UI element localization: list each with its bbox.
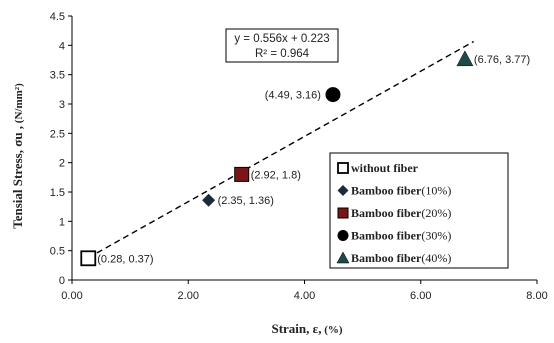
legend-entry-1: without fiber (351, 161, 419, 175)
legend-entry-percent: (20%) (421, 206, 451, 220)
y-tick-label: 4.5 (50, 11, 65, 23)
data-point-4 (325, 87, 341, 103)
x-tick-label: 2.00 (178, 290, 199, 302)
x-axis-title-main: Strain, ε, (271, 321, 321, 336)
data-points (80, 50, 474, 267)
y-tick-label: 0.5 (50, 246, 65, 258)
data-label-5: (6.76, 3.77) (474, 54, 530, 66)
trendline (87, 40, 474, 259)
y-tick-label: 3.5 (50, 70, 65, 82)
legend-entry-name: without fiber (351, 161, 419, 175)
x-tick-label: 6.00 (410, 290, 431, 302)
legend-entry-name: Bamboo fiber (351, 184, 422, 198)
y-tick-label: 1.5 (50, 187, 65, 199)
trendline-layer (87, 40, 474, 259)
data-label-4: (4.49, 3.16) (265, 90, 321, 102)
legend-marker-2 (337, 185, 349, 196)
data-point-3 (234, 166, 250, 182)
x-tick-label: 0.00 (61, 290, 82, 302)
trendline-r2: R² = 0.964 (255, 48, 310, 60)
tick-labels: 0 0.5 1 1.5 2 2.5 3 3.5 4 4.5 0.00 2.00 4.00 6.00 8.00 (50, 11, 548, 302)
legend-marker-3 (337, 207, 349, 219)
y-axis-title-main: Tensial Stress, σu , (10, 126, 25, 229)
legend-entry-2: Bamboo fiber(10%) (351, 184, 451, 198)
x-tick-label: 4.00 (294, 290, 315, 302)
legend-entry-name: Bamboo fiber (351, 251, 422, 265)
legend-entry-percent: (40%) (421, 251, 451, 265)
data-label-1: (0.28, 0.37) (97, 253, 153, 265)
legend-entry-percent: (10%) (421, 184, 451, 198)
y-tick-label: 2 (59, 158, 65, 170)
data-point-2 (202, 193, 216, 207)
data-point-5 (456, 50, 474, 67)
legend-marker-4 (337, 230, 349, 241)
legend-entry-4: Bamboo fiber(30%) (351, 229, 451, 243)
x-axis-title: Strain, ε, (%) (271, 321, 342, 336)
data-labels: (0.28, 0.37) (2.35, 1.36) (2.92, 1.8) (4.49… (97, 54, 530, 265)
legend-entry-name: Bamboo fiber (351, 206, 422, 220)
legend-entry-percent: (30%) (421, 229, 451, 243)
y-tick-label: 3 (59, 99, 65, 111)
equation-box: y = 0.556x + 0.223 R² = 0.964 (225, 28, 339, 63)
x-axis-title-unit: (%) (321, 324, 342, 336)
data-point-1 (80, 250, 97, 267)
legend-entry-5: Bamboo fiber(40%) (351, 251, 451, 265)
x-tick-label: 8.00 (526, 290, 547, 302)
y-tick-label: 0 (59, 275, 65, 287)
data-label-2: (2.35, 1.36) (218, 195, 274, 207)
y-tick-label: 4 (59, 40, 65, 52)
legend-box (329, 152, 509, 269)
y-axis-title-unit: (N/mm²) (13, 83, 25, 126)
y-tick-label: 2.5 (50, 128, 65, 140)
data-label-3: (2.92, 1.8) (251, 169, 301, 181)
legend-marker-1 (337, 162, 349, 174)
y-tick-label: 1 (59, 216, 65, 228)
y-axis-title: Tensial Stress, σu , (N/mm²) (10, 83, 25, 229)
legend-entry-3: Bamboo fiber(20%) (351, 206, 451, 220)
legend-marker-5 (336, 251, 350, 264)
legend-entry-name: Bamboo fiber (351, 229, 422, 243)
trendline-equation: y = 0.556x + 0.223 (234, 33, 329, 45)
